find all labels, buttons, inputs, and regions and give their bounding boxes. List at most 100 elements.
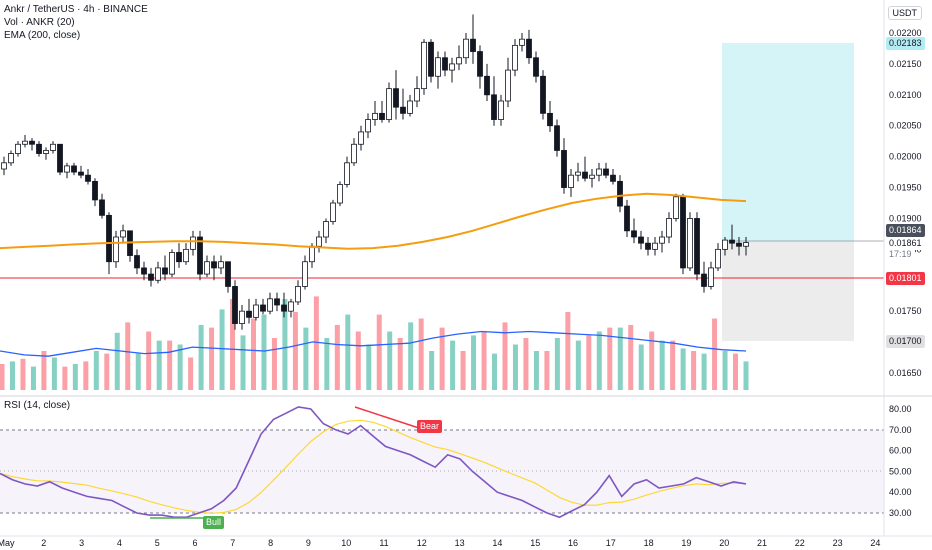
candle [435,51,441,89]
volume-bar [607,327,613,390]
volume-bar [743,361,749,390]
candle [316,230,322,253]
volume-bar [135,353,141,390]
volume-bar [481,331,487,390]
rsi-ma-line [0,419,747,514]
volume-bar [345,314,351,390]
volume-bar [104,353,110,390]
volume-bar [41,351,47,390]
candle-body [78,171,84,176]
candle-body [407,100,413,114]
candle [631,218,637,244]
candle [400,88,406,120]
volume-bar [680,348,686,390]
price-axis[interactable]: 0.02200 0.02150 0.02100 0.02050 0.02000 0.019… [889,28,922,378]
candle [99,193,105,219]
candle [302,255,308,290]
ema-legend[interactable]: EMA (200, close) [4,30,81,41]
candle-body [43,150,49,154]
candle [610,169,616,185]
candle [659,230,665,253]
currency-button[interactable]: USDT [887,6,922,20]
candle-body [568,174,574,188]
symbol-legend[interactable]: Ankr / TetherUS · 4h · BINANCE [4,4,148,15]
rsi-pane[interactable] [0,406,884,519]
candle-body [421,41,427,90]
candle-body [253,304,259,318]
candle [351,138,357,166]
candle-body [288,301,294,312]
volume-bar [649,331,655,390]
candle-body [386,88,392,120]
candle-body [211,261,217,269]
candle [505,57,511,108]
time-tick-label: 24 [870,538,880,548]
current-price-badge: 0.01861 [886,237,925,250]
volume-bar [691,351,697,390]
candle [407,94,413,117]
candle-body [512,44,518,71]
candle [645,237,651,256]
time-tick-label: May [0,538,15,548]
candle [78,165,84,179]
candle [624,199,630,237]
volume-bar [439,327,445,390]
candle-body [274,298,280,306]
candle-body [197,236,203,275]
candle [15,141,21,157]
rsi-tick-label: 50.00 [889,466,912,476]
candle [8,150,14,166]
volume-bar [93,351,99,390]
volume-bar [387,331,393,390]
volume-bar [638,344,644,390]
price-pane[interactable] [0,14,884,390]
candle-body [701,273,707,287]
volume-bar [544,351,550,390]
candle [92,178,98,207]
candle-body [554,125,560,151]
candle [449,57,455,83]
volume-bar [586,335,592,390]
volume-bar [271,338,277,390]
candle [442,51,448,77]
candle [57,143,63,176]
volume-bar [250,318,256,390]
volume-bar [198,325,204,390]
candle-body [155,267,161,281]
volume-bar [51,357,57,390]
candle-body [477,51,483,77]
candle-body [71,165,77,173]
candle [540,70,546,120]
candle-body [624,205,630,232]
candle [323,218,329,244]
candle [701,261,707,293]
time-tick-label: 19 [681,538,691,548]
candle [533,51,539,83]
candle [638,230,644,250]
candle [29,138,35,151]
volume-ma-line [0,330,747,357]
stop-zone [722,241,854,341]
price-tick-label: 0.02100 [889,90,922,100]
candle [568,169,574,197]
time-tick-label: 21 [757,538,767,548]
ema-200-line [0,192,747,250]
volume-legend[interactable]: Vol · ANKR (20) [4,17,75,28]
bear-signal-label: Bear [417,420,443,433]
candle-body [743,242,749,247]
candle-body [610,174,616,182]
candle-body [99,199,105,216]
volume-bar [523,338,529,390]
candle-body [148,273,154,281]
time-axis[interactable]: May 2 3 4 5 6 7 8 9 10 11 12 13 14 15 16 17 18 19 20 21 22 23 2… [0,538,880,548]
candle-body [260,304,266,312]
candle-body [246,310,252,318]
rsi-legend[interactable]: RSI (14, close) [4,400,71,411]
candle-body [15,143,21,154]
candle-body [645,242,651,250]
rsi-axis[interactable]: 80.00 70.00 60.00 50.00 40.00 30.00 [889,404,912,518]
volume-bar [83,361,89,390]
candle-body [393,88,399,108]
candle-body [316,236,322,247]
